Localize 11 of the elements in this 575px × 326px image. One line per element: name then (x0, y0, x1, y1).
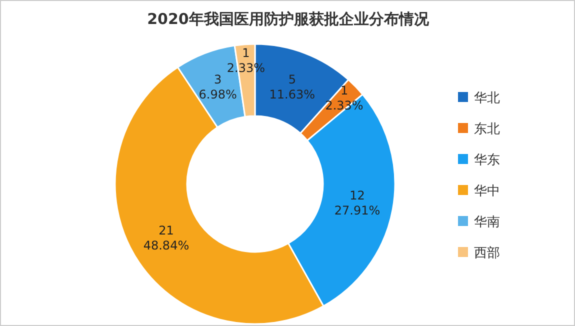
data-label: 5 11.63% (269, 72, 316, 102)
legend-label: 华南 (474, 215, 500, 230)
legend-label: 华北 (474, 91, 500, 106)
data-label: 3 6.98% (198, 72, 237, 102)
chart-title: 2020年我国医用防护服获批企业分布情况 (147, 10, 430, 28)
legend-label: 华中 (474, 184, 500, 199)
legend-label: 西部 (474, 246, 500, 261)
legend-label: 东北 (474, 122, 500, 137)
legend-label: 华东 (474, 153, 500, 168)
data-label: 21 48.84% (143, 224, 190, 253)
data-label: 12 27.91% (334, 188, 380, 218)
